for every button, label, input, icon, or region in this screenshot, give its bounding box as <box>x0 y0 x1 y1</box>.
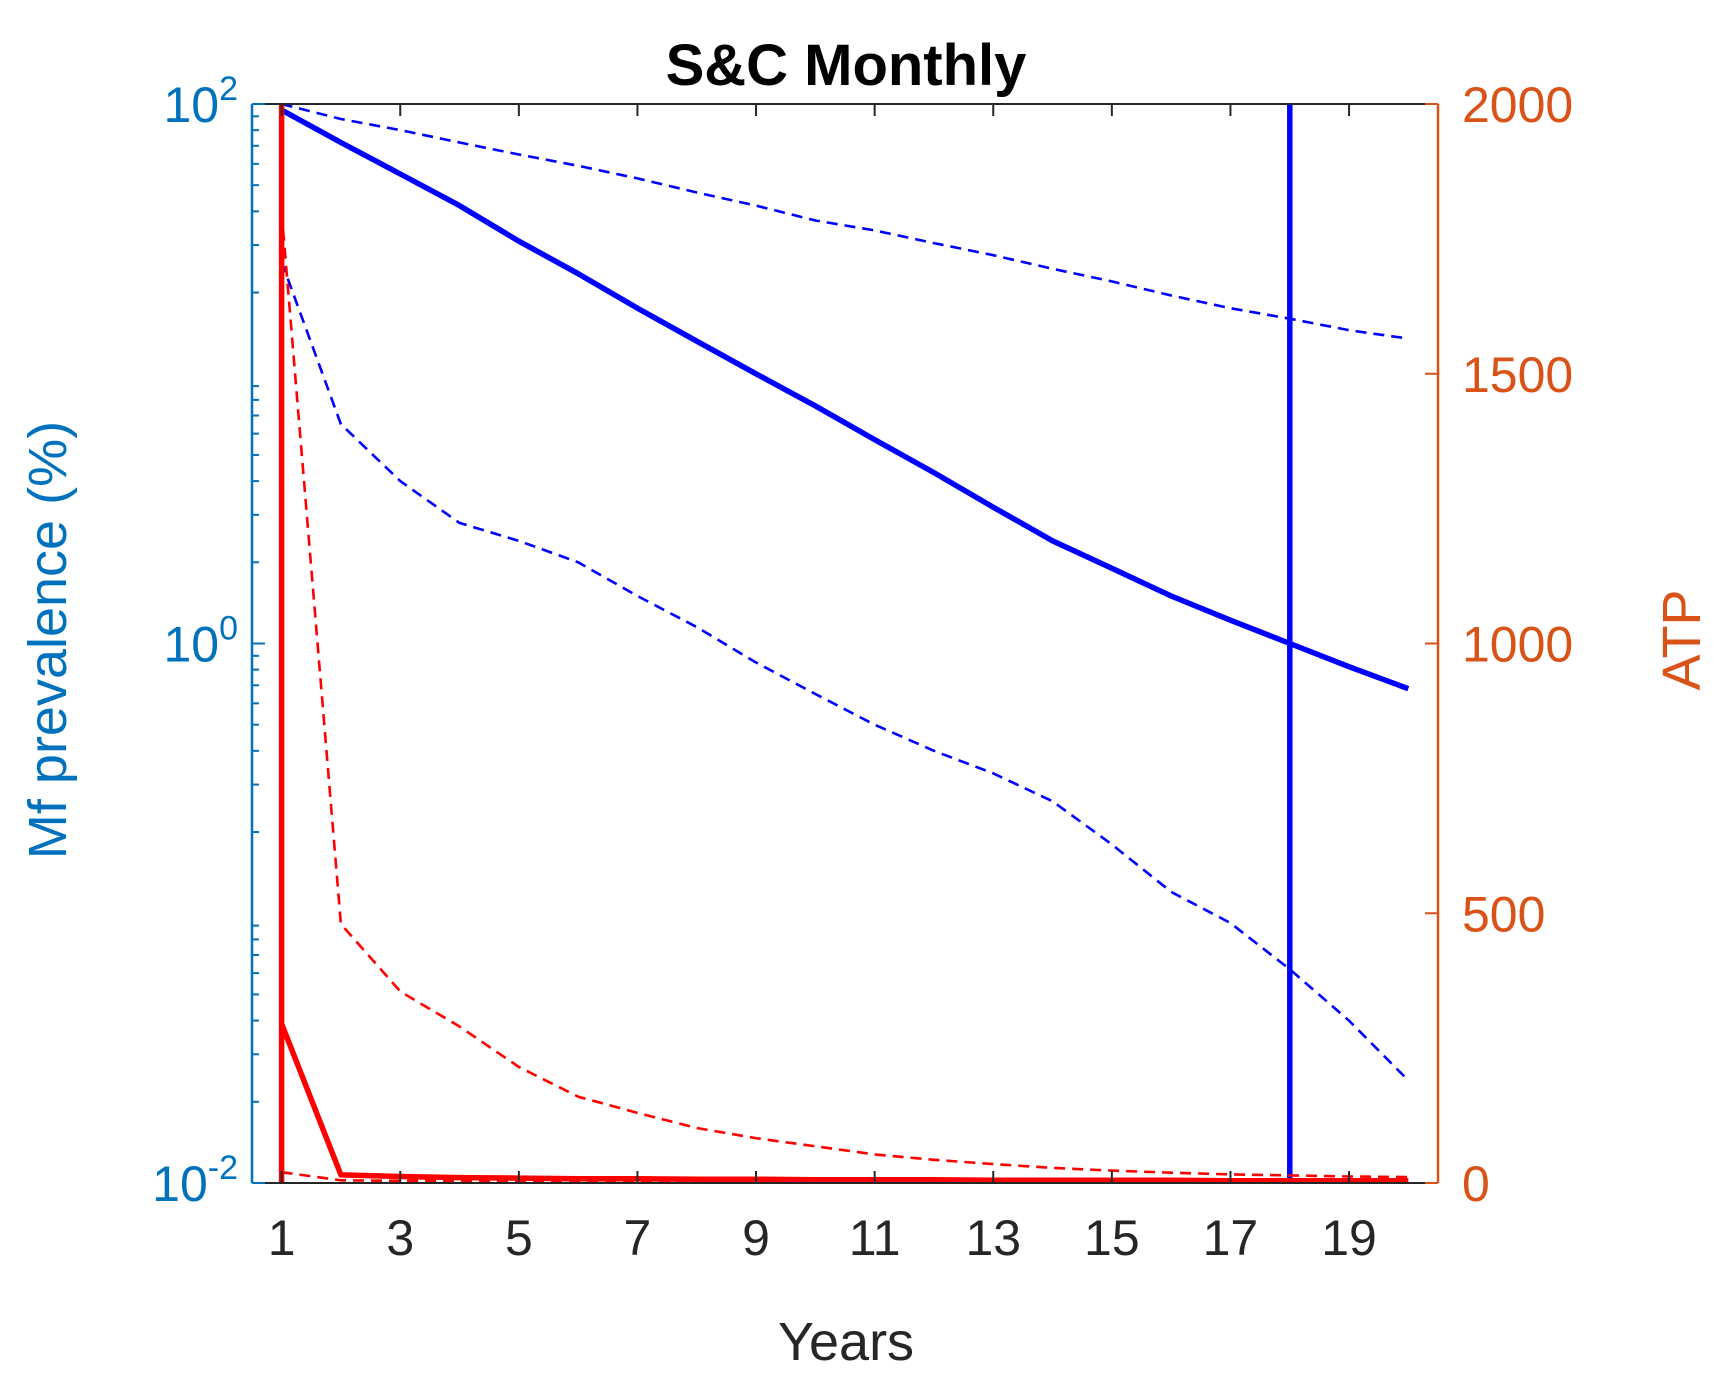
y-right-tick-label: 0 <box>1462 1156 1490 1212</box>
plot-lines <box>278 102 1410 1184</box>
series-line-2 <box>281 102 1409 340</box>
y-right-tick-label: 1000 <box>1462 617 1573 673</box>
axes: 1 3 5 7 9 11 13 15 17 1910-2100102050010001500200… <box>152 70 1573 1266</box>
y-right-tick-label: 2000 <box>1462 77 1573 133</box>
x-tick-label: 1 <box>268 1210 296 1266</box>
x-axis-label: Years <box>778 1312 914 1372</box>
y-left-tick-label: 100 <box>163 610 238 673</box>
x-tick-label: 19 <box>1321 1210 1377 1266</box>
chart-title: S&C Monthly <box>666 33 1027 98</box>
y-left-tick-label: 10-2 <box>152 1149 238 1212</box>
x-tick-label: 7 <box>624 1210 652 1266</box>
x-tick-label: 15 <box>1084 1210 1140 1266</box>
series-line-1 <box>280 107 1410 692</box>
x-tick-label: 3 <box>386 1210 414 1266</box>
x-tick-label: 9 <box>742 1210 770 1266</box>
x-tick-label: 17 <box>1203 1210 1259 1266</box>
series-line-8 <box>281 1170 1409 1184</box>
x-tick-label: 5 <box>505 1210 533 1266</box>
y-left-tick-label: 102 <box>163 70 238 133</box>
y-axis-label-left: Mf prevalence (%) <box>18 421 78 859</box>
series-line-3 <box>280 261 1410 1082</box>
y-axis-label-right: ATP <box>1652 589 1712 690</box>
y-right-tick-label: 500 <box>1462 886 1545 942</box>
x-tick-label: 11 <box>849 1210 901 1266</box>
y-right-tick-label: 1500 <box>1462 347 1573 403</box>
x-tick-label: 13 <box>965 1210 1021 1266</box>
series-line-7 <box>280 211 1409 1179</box>
